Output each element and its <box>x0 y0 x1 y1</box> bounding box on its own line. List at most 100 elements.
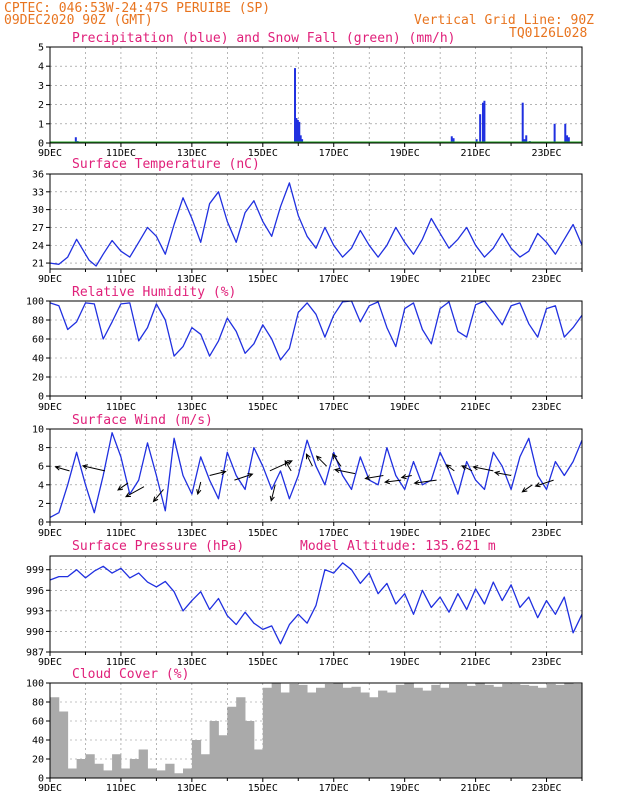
wind-xtick-label: 17DEC <box>319 528 349 539</box>
precip-ytick-label: 1 <box>38 119 44 130</box>
pressure-ytick-label: 993 <box>26 606 44 617</box>
temperature-title: Surface Temperature (nC) <box>72 157 260 172</box>
cloud-bar <box>165 763 175 778</box>
humidity-xtick-label: 9DEC <box>38 402 62 413</box>
cloud-bar <box>386 692 397 778</box>
wind-vector-arrow <box>284 459 292 472</box>
wind-vector-arrow <box>534 479 554 488</box>
humidity-xtick-label: 13DEC <box>177 402 207 413</box>
cloud-panel: 0 20 40 60 80 100 9DEC 11DEC 13DEC 15DEC 17DEC 19DE… <box>26 667 583 794</box>
wind-vector-arrow <box>461 465 473 472</box>
humidity-xtick-label: 23DEC <box>531 402 561 413</box>
precip-ytick-label: 2 <box>38 100 44 111</box>
wind-vector-arrow <box>117 482 129 491</box>
wind-vector-arrow <box>81 464 106 472</box>
pressure-ytick-label: 990 <box>26 627 44 638</box>
cloud-ytick-label: 80 <box>32 698 44 709</box>
header-run-code: TQ0126L028 <box>509 26 587 41</box>
wind-vector-arrow <box>333 467 356 475</box>
cloud-bar <box>528 685 539 778</box>
precip-xtick-label: 11DEC <box>106 148 136 159</box>
precip-xtick-label: 23DEC <box>531 148 561 159</box>
wind-ytick-label: 8 <box>38 443 44 454</box>
cloud-xtick-label: 13DEC <box>177 783 207 794</box>
cloud-bar <box>236 697 246 778</box>
wind-title: Surface Wind (m/s) <box>72 413 213 428</box>
temperature-ytick-label: 24 <box>32 241 44 252</box>
wind-vector-arrow <box>152 489 164 503</box>
cloud-bar <box>50 697 60 778</box>
cloud-bar <box>120 768 131 778</box>
wind-vector-arrow <box>124 486 145 498</box>
precip-panel: 0 1 2 3 4 5 9DEC 11DEC 13DEC 15DEC 17DEC 19DEC 21DEC… <box>38 31 583 159</box>
pressure-xtick-label: 9DEC <box>38 657 62 668</box>
cloud-bar <box>183 768 193 778</box>
cloud-xtick-label: 11DEC <box>106 783 136 794</box>
cloud-bar <box>262 687 273 778</box>
cloud-bar <box>112 754 122 778</box>
precip-bar <box>567 137 570 143</box>
cloud-bar <box>227 706 237 778</box>
cloud-bar <box>280 692 290 778</box>
cloud-bar <box>413 687 423 778</box>
wind-ytick-label: 0 <box>38 518 44 529</box>
cloud-bar <box>324 683 335 778</box>
pressure-panel: 987 990 993 996 999 9DEC 11DEC 13DEC 15DEC 17DEC 1… <box>26 539 583 668</box>
humidity-xtick-label: 17DEC <box>319 402 349 413</box>
pressure-xtick-label: 13DEC <box>177 657 207 668</box>
humidity-ytick-label: 20 <box>32 373 44 384</box>
precip-xtick-label: 13DEC <box>177 148 207 159</box>
wind-vector-arrow <box>413 479 437 486</box>
temperature-line <box>49 182 583 267</box>
cloud-bar <box>564 683 574 778</box>
wind-xtick-label: 11DEC <box>106 528 136 539</box>
cloud-bar <box>449 683 459 778</box>
humidity-panel: 0 20 40 60 80 100 9DEC 11DEC 13DEC 15DEC 17DEC 19DE… <box>26 285 583 413</box>
cloud-xtick-label: 9DEC <box>38 783 62 794</box>
wind-vector-arrow <box>315 455 327 467</box>
cloud-title: Cloud Cover (%) <box>72 667 189 682</box>
temperature-xtick-label: 23DEC <box>531 274 561 285</box>
temperature-ytick-label: 33 <box>32 187 44 198</box>
humidity-xtick-label: 19DEC <box>390 402 420 413</box>
wind-line <box>49 432 583 518</box>
precip-title: Precipitation (blue) and Snow Fall (gree… <box>72 31 456 46</box>
cloud-ytick-label: 40 <box>32 736 44 747</box>
cloud-bar <box>253 749 264 778</box>
precip-bar <box>566 135 569 143</box>
precip-bar <box>450 136 453 143</box>
temperature-xtick-label: 15DEC <box>248 274 278 285</box>
cloud-bar <box>475 683 485 778</box>
precip-ytick-label: 0 <box>38 139 44 150</box>
cloud-bar <box>422 690 432 778</box>
precip-ytick-label: 5 <box>38 43 44 54</box>
wind-vector-arrow <box>269 484 276 502</box>
humidity-line <box>49 300 583 361</box>
cloud-bar <box>103 770 113 778</box>
wind-vector-arrow <box>400 474 412 480</box>
wind-frame <box>49 428 583 523</box>
cloud-xtick-label: 15DEC <box>248 783 278 794</box>
precip-bar <box>294 68 297 143</box>
wind-xtick-label: 9DEC <box>38 528 62 539</box>
cloud-bar <box>200 754 210 778</box>
wind-vector-arrow <box>305 453 313 467</box>
cloud-bar <box>298 684 308 778</box>
cloud-bar <box>342 687 352 778</box>
wind-xtick-label: 15DEC <box>248 528 278 539</box>
cloud-bar <box>58 711 69 778</box>
cloud-bar <box>555 684 565 778</box>
precip-frame <box>49 46 583 144</box>
cloud-bar <box>333 683 343 778</box>
precip-xtick-label: 19DEC <box>390 148 420 159</box>
cloud-bar <box>502 683 512 778</box>
pressure-frame <box>49 555 583 653</box>
precip-bar <box>521 102 524 143</box>
pressure-xtick-label: 23DEC <box>531 657 561 668</box>
humidity-title: Relative Humidity (%) <box>72 285 236 300</box>
cloud-xtick-label: 21DEC <box>461 783 491 794</box>
precip-bar <box>299 135 302 143</box>
wind-vector-arrow <box>54 465 70 472</box>
temperature-ytick-label: 30 <box>32 205 44 216</box>
